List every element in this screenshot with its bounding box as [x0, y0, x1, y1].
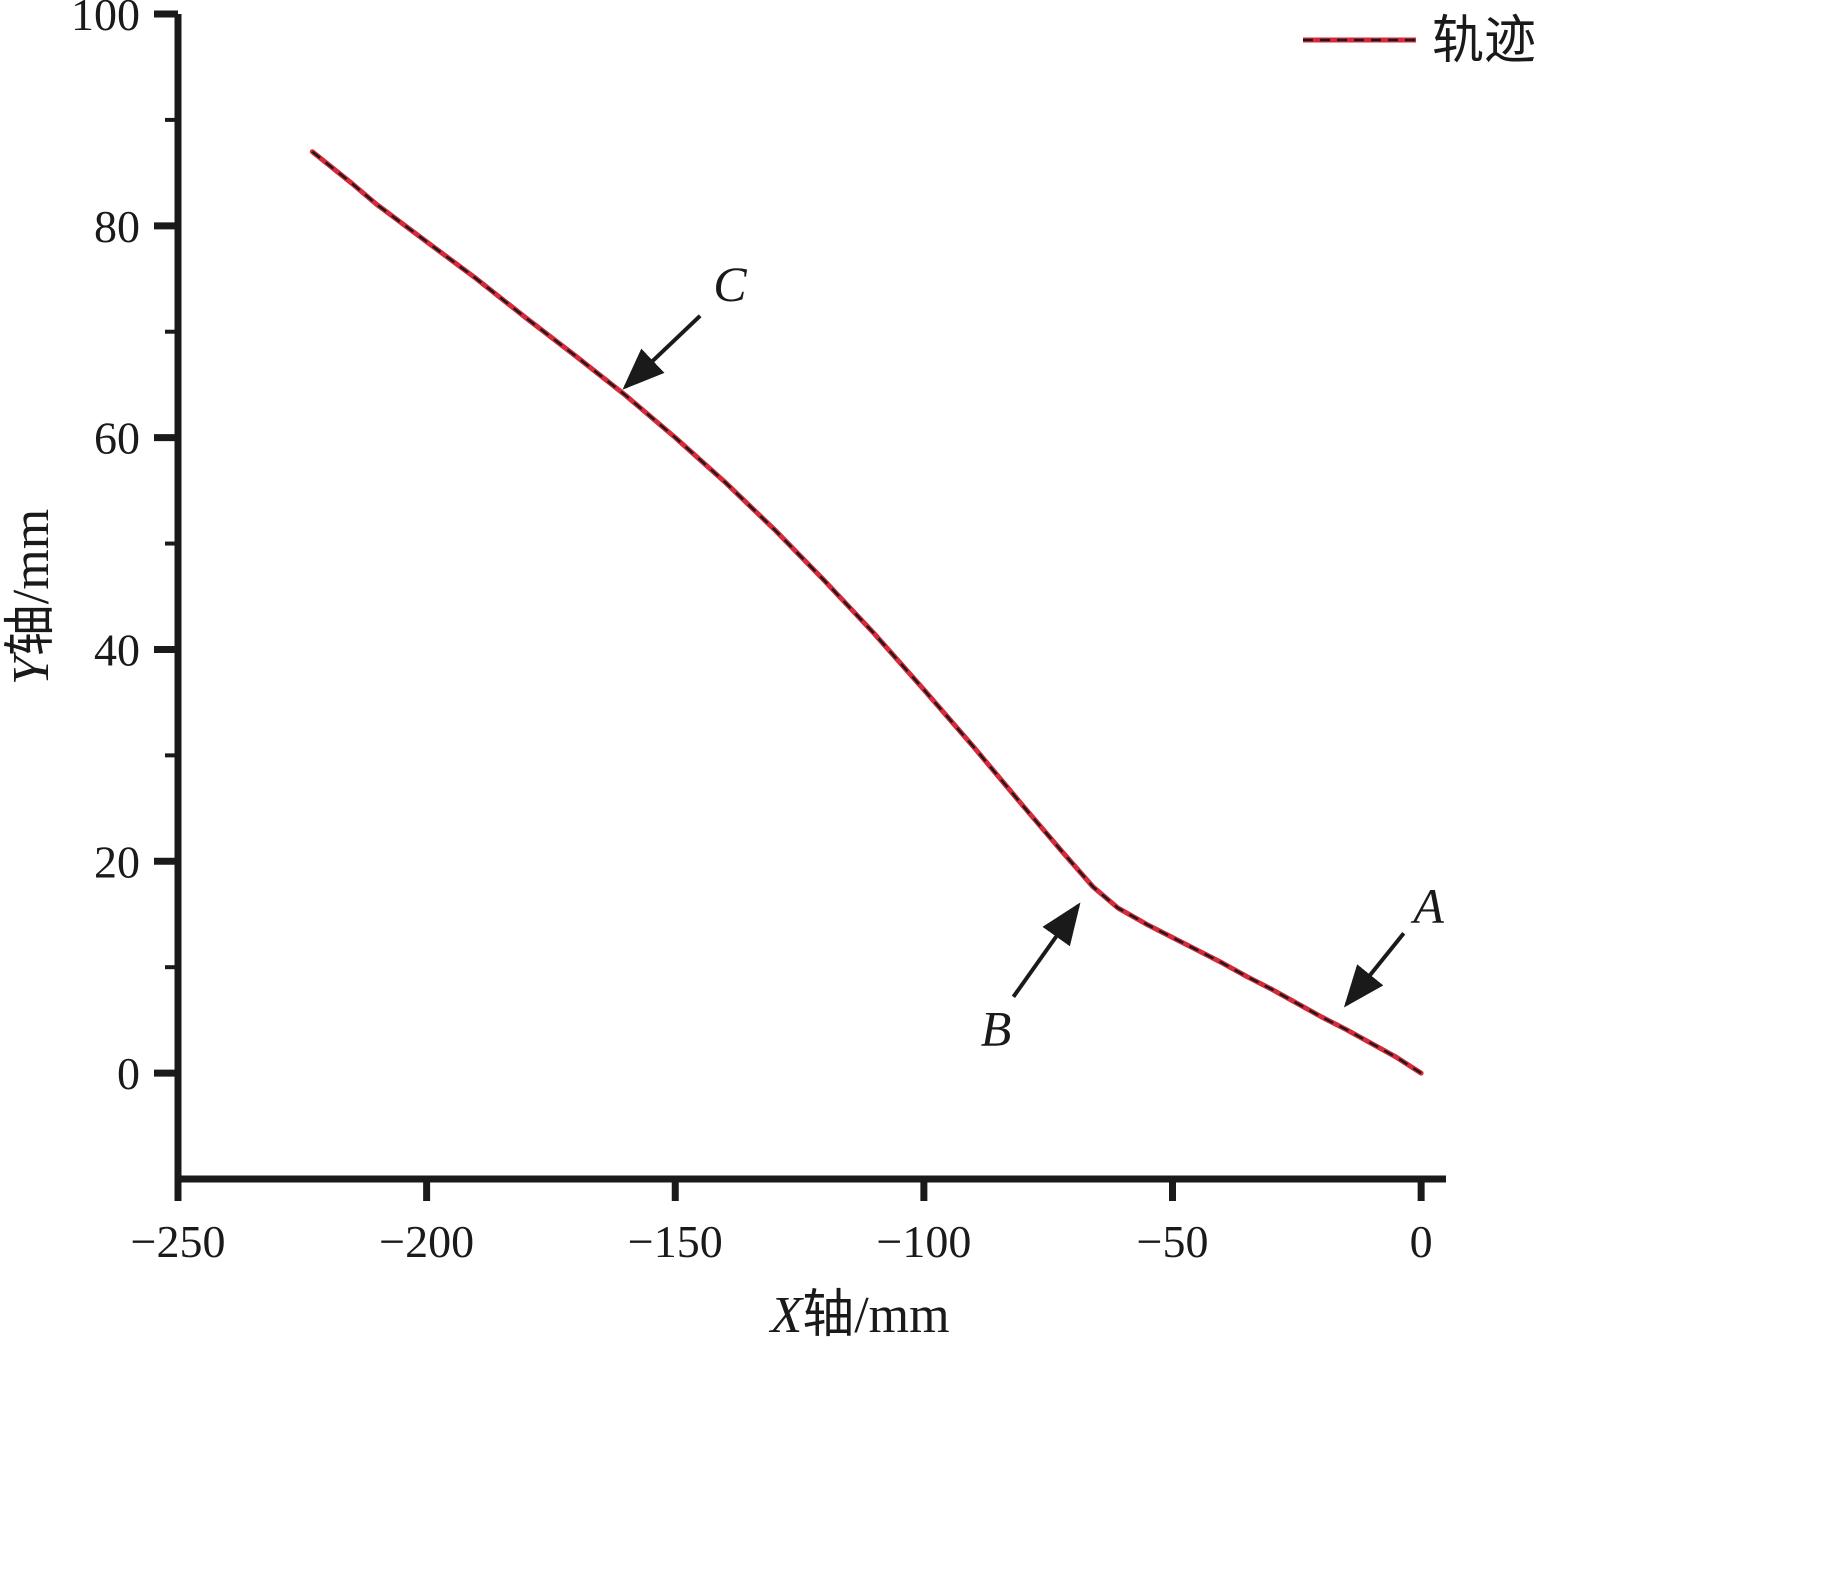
- trajectory-series: [309, 149, 1424, 1076]
- y-tick-label: 60: [94, 413, 140, 464]
- legend-label: 轨迹: [1432, 13, 1536, 70]
- annotation-label-C: C: [713, 256, 747, 312]
- x-tick-label: −250: [131, 1216, 226, 1267]
- annotation-label-B: B: [981, 1001, 1012, 1057]
- trajectory-path-overlay: [311, 150, 1422, 1075]
- x-axis-title: X轴/mm: [768, 1287, 949, 1344]
- trajectory-path: [309, 149, 1424, 1076]
- x-tick-label: −200: [379, 1216, 474, 1267]
- annotation-arrow-B: [1011, 902, 1081, 998]
- annotations: C B A: [622, 256, 1444, 1057]
- y-tick-label: 20: [94, 836, 140, 887]
- y-tick-label: 100: [71, 0, 140, 40]
- x-tick-label: −100: [876, 1216, 971, 1267]
- x-tick-label: −50: [1137, 1216, 1209, 1267]
- annotation-label-A: A: [1410, 878, 1444, 934]
- axes: 0 20 40 60 80 100 −250 −200 −150 −100 −50 0: [71, 0, 1446, 1267]
- annotation-arrow-C: [622, 314, 702, 390]
- y-axis-title: Y轴/mm: [3, 509, 60, 685]
- y-tick-label: 40: [94, 624, 140, 675]
- annotation-arrow-A: [1343, 932, 1406, 1008]
- y-tick-label: 80: [94, 201, 140, 252]
- axis-titles: X轴/mm Y轴/mm: [3, 509, 950, 1344]
- x-tick-label: 0: [1410, 1216, 1433, 1267]
- legend: 轨迹: [1303, 13, 1536, 70]
- x-tick-label: −150: [628, 1216, 723, 1267]
- axis-spines: [174, 14, 1446, 1183]
- y-tick-label: 0: [117, 1048, 140, 1099]
